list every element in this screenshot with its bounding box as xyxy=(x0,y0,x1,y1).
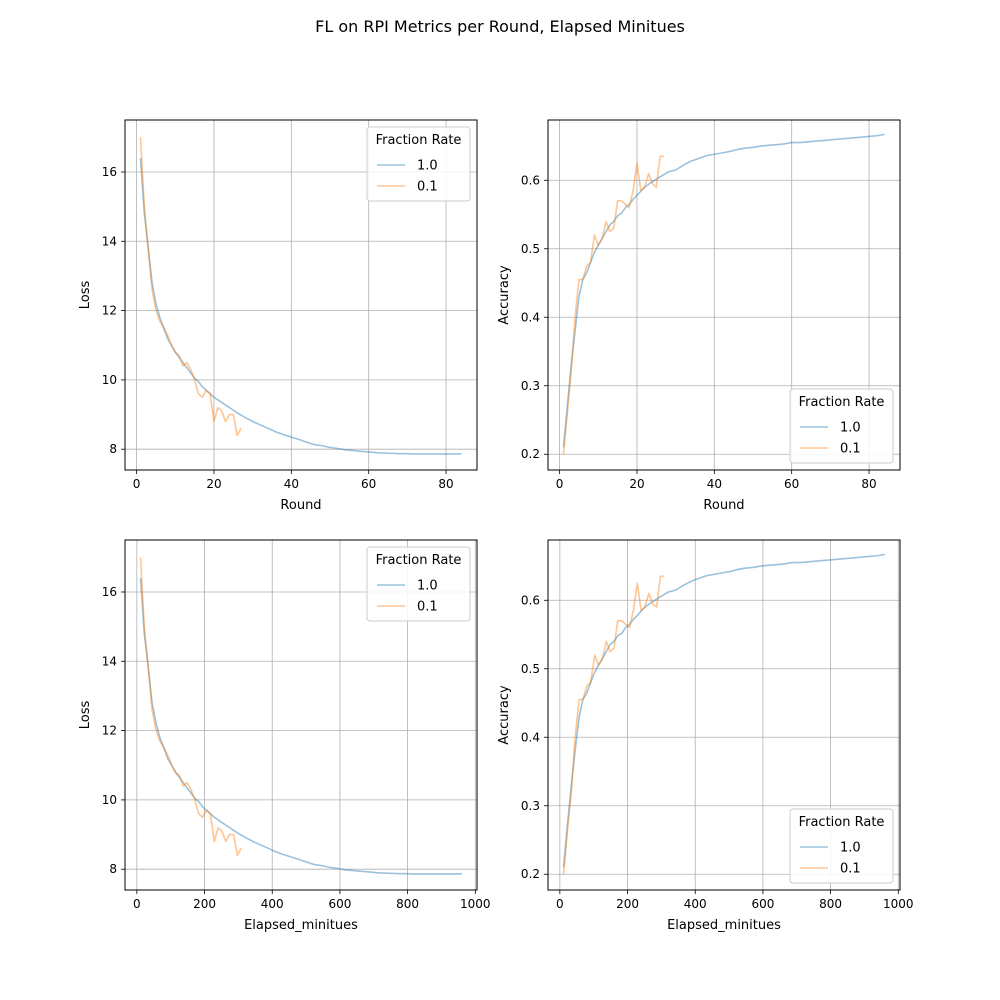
y-tick-label: 0.4 xyxy=(521,310,540,324)
x-tick-label: 0 xyxy=(133,897,141,911)
legend-entry-label: 1.0 xyxy=(417,159,438,174)
y-tick-label: 0.6 xyxy=(521,593,540,607)
series-line-1-0 xyxy=(139,158,462,455)
plot-frame xyxy=(547,539,901,891)
plot-frame xyxy=(124,539,478,891)
y-tick-label: 14 xyxy=(102,654,117,668)
legend-box xyxy=(366,546,471,622)
x-tick-label: 40 xyxy=(284,477,299,491)
legend: Fraction Rate 1.0 0.1 xyxy=(366,126,471,202)
y-tick-label: 0.4 xyxy=(521,730,540,744)
x-axis-label: Round xyxy=(280,498,321,513)
y-axis-label: Accuracy xyxy=(497,685,512,745)
x-tick-label: 600 xyxy=(328,897,351,911)
series-line-1-0 xyxy=(139,578,462,875)
x-tick-label: 400 xyxy=(261,897,284,911)
y-tick-label: 0.3 xyxy=(521,799,540,813)
y-tick-label: 12 xyxy=(102,304,117,318)
y-tick-label: 0.2 xyxy=(521,447,540,461)
x-tick-label: 0 xyxy=(556,897,564,911)
legend: Fraction Rate 1.0 0.1 xyxy=(366,546,471,622)
subplot-1: 0 20 40 60 80 8 10 12 14 16 Round Loss Fraction Rate… xyxy=(78,119,478,513)
x-tick-label: 800 xyxy=(819,897,842,911)
subplot-4: 0 200 400 600 800 1000 0.2 0.3 0.4 0.5 0.6 Elapsed_… xyxy=(497,539,914,933)
y-tick-label: 16 xyxy=(102,165,117,179)
x-tick-label: 1000 xyxy=(883,897,914,911)
x-axis-label: Elapsed_minitues xyxy=(244,918,358,933)
legend-entry-label: 0.1 xyxy=(417,180,438,195)
legend-title: Fraction Rate xyxy=(376,553,462,568)
legend-entry-label: 0.1 xyxy=(417,600,438,615)
y-tick-label: 16 xyxy=(102,585,117,599)
legend-entry-label: 1.0 xyxy=(840,421,861,436)
x-axis-label: Round xyxy=(703,498,744,513)
subplot-2: 0 20 40 60 80 0.2 0.3 0.4 0.5 0.6 Round Accuracy Fra… xyxy=(497,119,901,513)
y-axis-label: Accuracy xyxy=(497,265,512,325)
legend: Fraction Rate 1.0 0.1 xyxy=(789,808,894,884)
subplot-3: 0 200 400 600 800 1000 8 10 12 14 16 Elapsed_minitu… xyxy=(78,539,491,933)
x-tick-label: 80 xyxy=(438,477,453,491)
x-tick-label: 80 xyxy=(861,477,876,491)
y-tick-label: 8 xyxy=(109,862,117,876)
legend-entry-label: 1.0 xyxy=(840,841,861,856)
y-tick-label: 0.3 xyxy=(521,379,540,393)
x-tick-label: 60 xyxy=(361,477,376,491)
x-tick-label: 40 xyxy=(707,477,722,491)
y-tick-label: 0.6 xyxy=(521,173,540,187)
legend-title: Fraction Rate xyxy=(376,133,462,148)
x-tick-label: 200 xyxy=(616,897,639,911)
y-tick-label: 10 xyxy=(102,373,117,387)
legend-box xyxy=(366,126,471,202)
series-line-0-1 xyxy=(139,137,242,437)
plot-frame xyxy=(547,119,901,471)
figure-title: FL on RPI Metrics per Round, Elapsed Min… xyxy=(315,17,685,36)
series-line-1-0 xyxy=(562,133,885,448)
x-tick-label: 200 xyxy=(193,897,216,911)
legend-box xyxy=(789,388,894,464)
plot-frame xyxy=(124,119,478,471)
legend-title: Fraction Rate xyxy=(799,395,885,410)
series-line-0-1 xyxy=(562,575,665,875)
y-tick-label: 0.5 xyxy=(521,662,540,676)
x-tick-label: 800 xyxy=(396,897,419,911)
x-tick-label: 60 xyxy=(784,477,799,491)
x-tick-label: 0 xyxy=(133,477,141,491)
legend-entry-label: 0.1 xyxy=(840,442,861,457)
series-line-0-1 xyxy=(139,557,242,857)
x-tick-label: 400 xyxy=(684,897,707,911)
legend: Fraction Rate 1.0 0.1 xyxy=(789,388,894,464)
y-tick-label: 0.5 xyxy=(521,242,540,256)
y-tick-label: 10 xyxy=(102,793,117,807)
y-axis-label: Loss xyxy=(78,701,93,730)
legend-entry-label: 0.1 xyxy=(840,862,861,877)
x-tick-label: 1000 xyxy=(460,897,491,911)
legend-entry-label: 1.0 xyxy=(417,579,438,594)
legend-title: Fraction Rate xyxy=(799,815,885,830)
y-tick-label: 12 xyxy=(102,724,117,738)
legend-box xyxy=(789,808,894,884)
series-line-0-1 xyxy=(562,155,665,455)
y-tick-label: 8 xyxy=(109,442,117,456)
x-axis-label: Elapsed_minitues xyxy=(667,918,781,933)
x-tick-label: 0 xyxy=(556,477,564,491)
x-tick-label: 600 xyxy=(751,897,774,911)
x-tick-label: 20 xyxy=(206,477,221,491)
y-tick-label: 0.2 xyxy=(521,867,540,881)
y-axis-label: Loss xyxy=(78,281,93,310)
y-tick-label: 14 xyxy=(102,234,117,248)
series-line-1-0 xyxy=(562,553,885,868)
x-tick-label: 20 xyxy=(629,477,644,491)
